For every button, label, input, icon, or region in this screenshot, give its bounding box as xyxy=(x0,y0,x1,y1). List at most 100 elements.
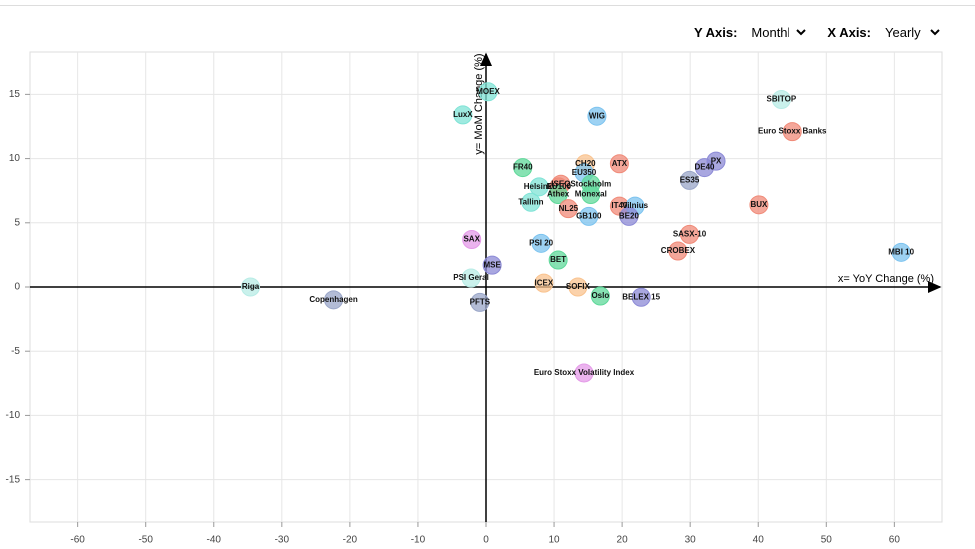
data-point xyxy=(771,90,791,110)
point-label: Stockholm xyxy=(570,179,611,188)
point-label: BE20 xyxy=(619,211,640,220)
data-point xyxy=(558,199,578,219)
data-point xyxy=(534,273,554,293)
data-point xyxy=(891,242,911,262)
data-point xyxy=(609,154,629,174)
data-point xyxy=(482,255,502,275)
point-label: MSE xyxy=(483,260,501,269)
point-label: LuxX xyxy=(453,110,473,119)
data-point xyxy=(587,106,607,126)
x-tick-label: 40 xyxy=(753,535,765,546)
point-label: Vilnius xyxy=(622,201,649,210)
x-tick-label: 20 xyxy=(617,535,629,546)
point-label: SASX-10 xyxy=(673,229,707,238)
data-point xyxy=(679,224,699,244)
point-label: SOFIX xyxy=(566,282,591,291)
point-label: PFTS xyxy=(470,298,491,307)
x-tick-label: -50 xyxy=(138,535,153,546)
x-tick-label: -40 xyxy=(207,535,222,546)
point-label: NL25 xyxy=(559,204,579,213)
x-tick-label: 50 xyxy=(821,535,833,546)
point-label: EU100 xyxy=(547,182,572,191)
x-tick-label: 0 xyxy=(483,535,489,546)
top-bar xyxy=(0,0,975,6)
point-label: Oslo xyxy=(591,291,609,300)
data-point xyxy=(574,363,594,383)
data-point xyxy=(513,158,533,178)
data-point xyxy=(782,122,802,142)
data-point xyxy=(694,158,714,178)
point-label: EU350 xyxy=(572,168,597,177)
point-label: MOEX xyxy=(476,87,500,96)
point-label: ICEX xyxy=(535,278,554,287)
data-point xyxy=(590,286,610,306)
point-label: BET xyxy=(550,255,566,264)
y-axis-label: Y Axis: xyxy=(694,25,738,40)
data-point xyxy=(548,185,568,205)
point-label: GB100 xyxy=(576,211,602,220)
data-point xyxy=(568,277,588,297)
data-point xyxy=(749,195,769,215)
data-point xyxy=(461,268,481,288)
point-label: Riga xyxy=(242,282,260,291)
data-point xyxy=(462,229,482,249)
point-label: CH20 xyxy=(575,159,596,168)
point-label: WIG xyxy=(589,111,605,120)
point-label: Euro Stoxx Banks xyxy=(758,127,827,136)
x-axis-label: X Axis: xyxy=(827,25,871,40)
data-point xyxy=(668,241,688,261)
data-point xyxy=(619,206,639,226)
point-label: CROBEX xyxy=(661,246,696,255)
data-point xyxy=(579,206,599,226)
data-point xyxy=(631,287,651,307)
data-point xyxy=(529,177,549,197)
point-label: PSI 20 xyxy=(529,238,554,247)
y-tick-label: 10 xyxy=(9,153,21,164)
y-axis-select[interactable]: Monthly xyxy=(743,22,810,43)
point-label: Copenhagen xyxy=(309,295,358,304)
y-tick-label: -5 xyxy=(11,346,20,357)
point-label: IT40 xyxy=(611,201,628,210)
x-tick-label: -30 xyxy=(275,535,290,546)
axis-controls: Y Axis: Monthly X Axis: Yearly xyxy=(694,22,943,43)
point-label: MBI 10 xyxy=(888,247,914,256)
y-tick-label: 0 xyxy=(14,282,20,293)
x-tick-label: 10 xyxy=(548,535,560,546)
x-axis-title: x= YoY Change (%) xyxy=(838,273,934,285)
data-point xyxy=(531,233,551,253)
data-point xyxy=(679,170,699,190)
x-tick-label: 60 xyxy=(889,535,901,546)
x-tick-label: -60 xyxy=(70,535,85,546)
y-tick-label: -15 xyxy=(6,474,21,485)
y-tick-label: 5 xyxy=(14,217,20,228)
point-label: BUX xyxy=(750,200,768,209)
y-axis-title: y= MoM Change (%) xyxy=(473,53,485,154)
data-point xyxy=(470,292,490,312)
x-tick-label: -20 xyxy=(343,535,358,546)
data-point xyxy=(521,192,541,212)
x-tick-label: -10 xyxy=(411,535,426,546)
point-label: BELEX 15 xyxy=(622,292,660,301)
point-label: PX xyxy=(711,156,722,165)
point-label: Monexal xyxy=(575,190,607,199)
point-label: SAX xyxy=(463,235,480,244)
point-label: FR40 xyxy=(513,163,533,172)
data-point xyxy=(478,82,498,102)
data-point xyxy=(453,105,473,125)
point-label: ISEQ xyxy=(551,179,570,188)
data-point xyxy=(548,250,568,270)
x-axis-select[interactable]: Yearly xyxy=(877,22,943,43)
point-label: ATX xyxy=(612,159,628,168)
point-label: Euro Stoxx Volatility Index xyxy=(534,368,635,377)
point-label: PSI Geral xyxy=(453,273,489,282)
point-label: Athex xyxy=(547,190,570,199)
x-axis-control: X Axis: Yearly xyxy=(827,22,943,43)
data-point xyxy=(324,290,344,310)
point-label: Helsinki xyxy=(524,182,555,191)
point-label: SBITOP xyxy=(767,95,797,104)
point-label: ES35 xyxy=(680,176,700,185)
point-label: Tallinn xyxy=(518,197,543,206)
point-label: DE40 xyxy=(694,163,715,172)
